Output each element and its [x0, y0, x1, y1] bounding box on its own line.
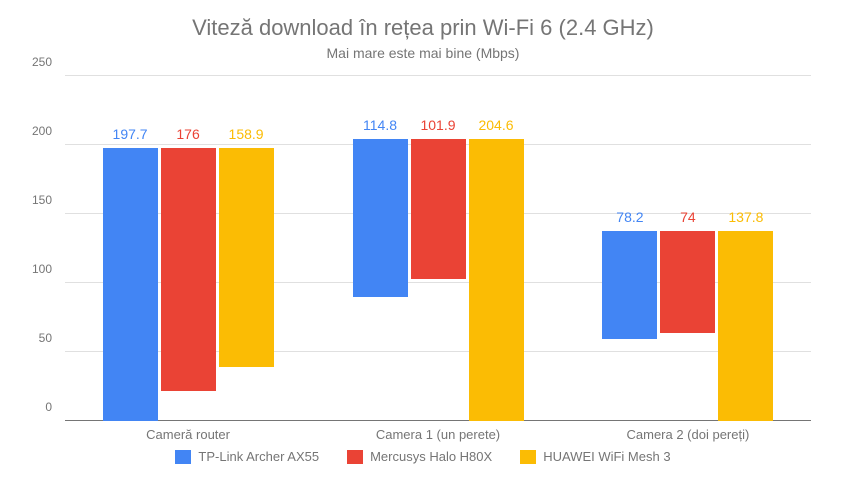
bar-rect: [353, 139, 408, 297]
legend-item: Mercusys Halo H80X: [347, 449, 492, 464]
plot-area: 050100150200250 197.7176158.9114.8101.92…: [65, 76, 811, 441]
bar: 74: [660, 231, 715, 333]
bar-value-label: 114.8: [363, 117, 397, 133]
bar-rect: [469, 139, 524, 421]
legend-label: TP-Link Archer AX55: [198, 449, 319, 464]
bar-group: 78.274137.8: [602, 231, 773, 421]
legend-label: HUAWEI WiFi Mesh 3: [543, 449, 670, 464]
x-axis-labels: Cameră router Camera 1 (un perete) Camera …: [65, 421, 811, 441]
bar: 78.2: [602, 231, 657, 339]
bar: 101.9: [411, 139, 466, 280]
chart-title: Viteză download în rețea prin Wi-Fi 6 (2…: [20, 15, 826, 41]
y-tick: 0: [45, 400, 52, 414]
bar: 114.8: [353, 139, 408, 297]
bars-area: 197.7176158.9114.8101.9204.678.274137.8: [65, 76, 811, 421]
bar-rect: [161, 148, 216, 391]
legend-label: Mercusys Halo H80X: [370, 449, 492, 464]
bar-value-label: 204.6: [478, 117, 513, 133]
bar-rect: [103, 148, 158, 421]
bar-rect: [411, 139, 466, 280]
x-axis-label: Camera 2 (doi pereți): [626, 427, 749, 442]
bar: 197.7: [103, 148, 158, 421]
legend: TP-Link Archer AX55 Mercusys Halo H80X HUA…: [20, 449, 826, 464]
bar-value-label: 78.2: [616, 209, 643, 225]
bar-value-label: 176: [176, 126, 199, 142]
y-tick: 200: [32, 124, 52, 138]
bar-rect: [602, 231, 657, 339]
bar-group: 114.8101.9204.6: [353, 139, 524, 421]
y-tick: 50: [39, 331, 52, 345]
bar-value-label: 197.7: [113, 126, 148, 142]
legend-item: HUAWEI WiFi Mesh 3: [520, 449, 670, 464]
bar-rect: [660, 231, 715, 333]
bar: 158.9: [219, 148, 274, 367]
chart-subtitle: Mai mare este mai bine (Mbps): [20, 45, 826, 61]
chart-container: Viteză download în rețea prin Wi-Fi 6 (2…: [0, 0, 846, 502]
bar-group: 197.7176158.9: [103, 148, 274, 421]
bar: 176: [161, 148, 216, 391]
bar-rect: [718, 231, 773, 421]
x-axis-label: Cameră router: [146, 427, 230, 442]
y-axis: 050100150200250: [20, 76, 60, 421]
y-tick: 100: [32, 262, 52, 276]
bar-value-label: 74: [680, 209, 696, 225]
grid-line: [65, 75, 811, 76]
bar: 137.8: [718, 231, 773, 421]
bar-value-label: 137.8: [728, 209, 763, 225]
legend-swatch: [347, 450, 363, 464]
y-tick: 250: [32, 55, 52, 69]
bar: 204.6: [469, 139, 524, 421]
legend-item: TP-Link Archer AX55: [175, 449, 319, 464]
legend-swatch: [175, 450, 191, 464]
bar-rect: [219, 148, 274, 367]
bar-value-label: 101.9: [420, 117, 455, 133]
x-axis-label: Camera 1 (un perete): [376, 427, 500, 442]
bar-value-label: 158.9: [229, 126, 264, 142]
y-tick: 150: [32, 193, 52, 207]
legend-swatch: [520, 450, 536, 464]
